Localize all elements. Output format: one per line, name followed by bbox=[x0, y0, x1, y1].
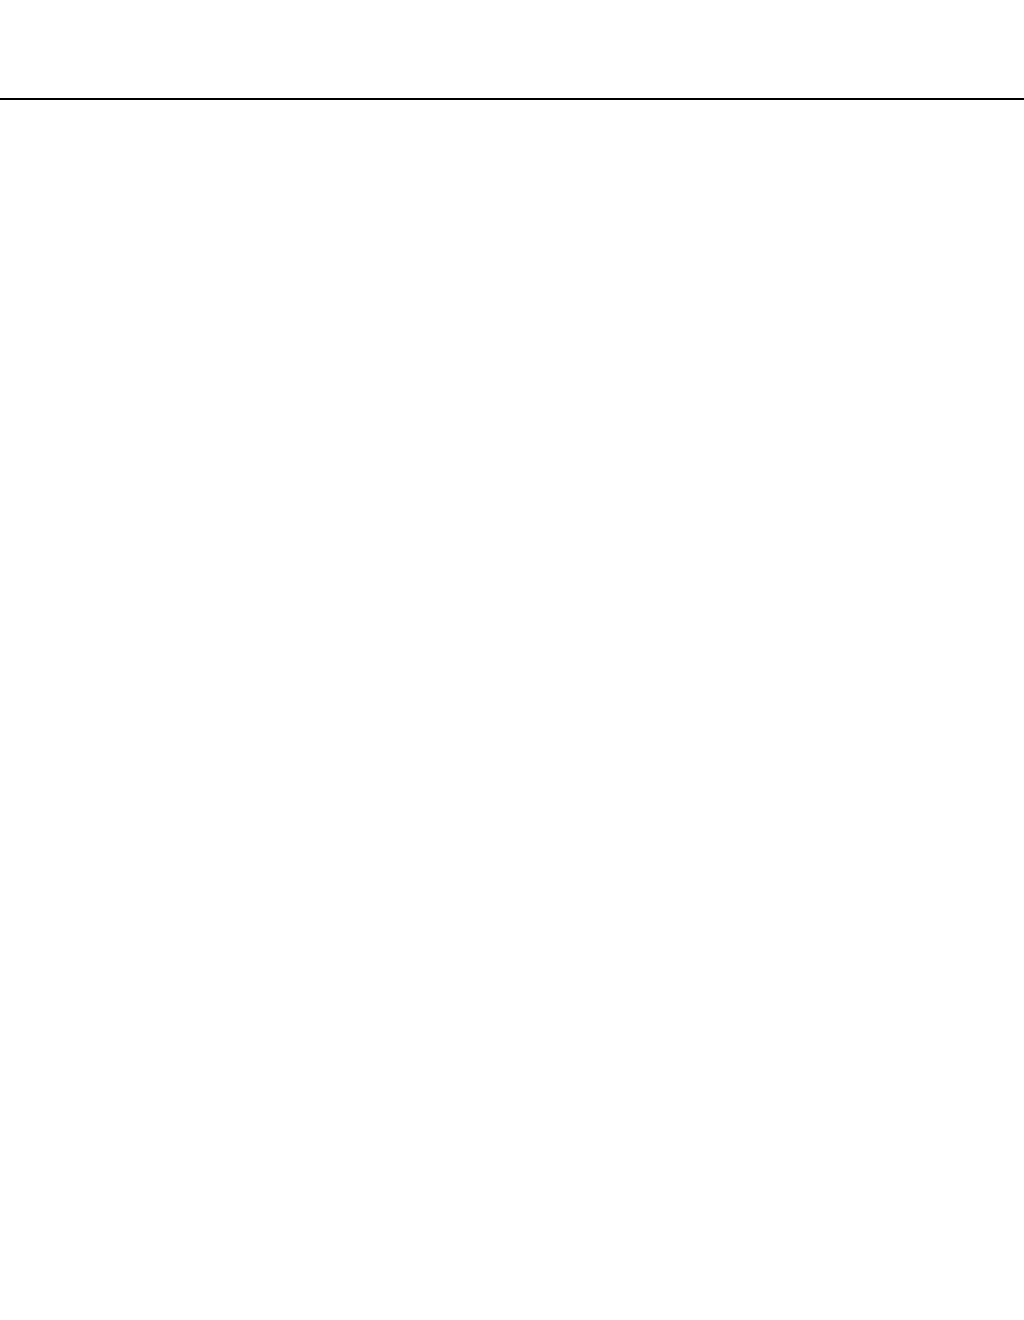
flowchart-svg bbox=[140, 130, 900, 1250]
page-header bbox=[0, 72, 1024, 100]
flowchart-diagram bbox=[140, 130, 900, 1250]
page bbox=[0, 0, 1024, 1320]
